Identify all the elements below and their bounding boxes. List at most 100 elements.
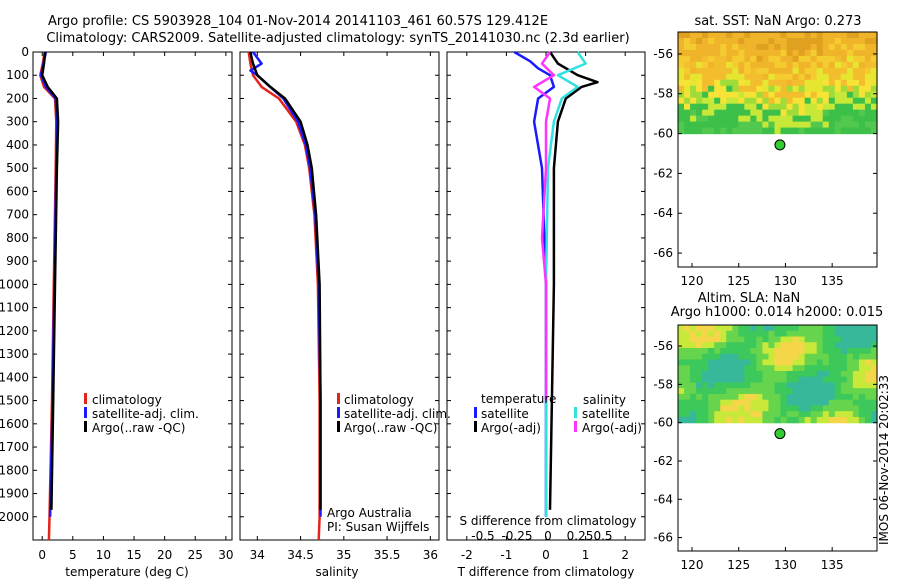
heatmap-cell [678,127,685,135]
heatmap-cell [786,382,794,389]
heatmap-cell [690,103,697,111]
heatmap-cell [678,405,685,412]
depth-tick-label: 900 [6,254,29,268]
heatmap-cell [750,325,757,332]
heatmap-cell [708,67,715,75]
heatmap-cell [840,382,848,389]
heatmap-cell [804,405,812,412]
heatmap-cell [792,416,800,424]
heatmap-cell [798,79,806,87]
heatmap-cell [720,91,727,99]
heatmap-cell [798,91,806,99]
sst-map-title: sat. SST: NaN Argo: 0.273 [694,14,861,29]
heatmap-cell [714,330,721,338]
heatmap-cell [798,32,806,39]
heatmap-cell [840,67,848,75]
heatmap-cell [702,330,709,338]
heatmap-cell [834,67,842,75]
heatmap-cell [690,79,697,87]
heatmap-cell [768,411,776,418]
salinity-xlabel: salinity [315,565,358,579]
heatmap-cell [816,382,824,389]
legend-swatch-climatology [337,393,340,404]
heatmap-cell [804,353,812,361]
heatmap-cell [696,393,703,401]
heatmap-cell [798,67,806,75]
heatmap-cell [726,37,733,45]
heatmap-cell [684,399,691,407]
legend-label-t-argo: Argo(-adj) [481,421,541,435]
heatmap-cell [810,336,818,343]
heatmap-cell [774,37,782,45]
heatmap-cell [840,61,848,69]
heatmap-cell [816,32,824,39]
heatmap-cell [762,393,770,401]
heatmap-cell [696,347,703,355]
heatmap-cell [750,347,757,355]
heatmap-cell [858,32,866,39]
heatmap-cell [852,330,860,338]
heatmap-cell [762,370,770,378]
heatmap-cell [828,37,836,45]
heatmap-cell [810,405,818,412]
heatmap-cell [870,388,878,395]
heatmap-cell [732,405,739,412]
heatmap-cell [696,121,703,129]
heatmap-cell [750,411,757,418]
heatmap-cell [822,61,830,69]
temperature-lines [39,51,60,541]
depth-tick-label: 1500 [0,394,29,408]
heatmap-cell [786,97,794,105]
heatmap-cell [852,393,860,401]
heatmap-cell [756,103,764,111]
heatmap-cell [828,115,836,123]
heatmap-cell [774,67,782,75]
heatmap-cell [822,32,830,39]
heatmap-cell [858,37,866,45]
heatmap-cell [864,85,872,93]
heatmap-cell [792,393,800,401]
heatmap-cell [756,97,764,105]
heatmap-cell [852,342,860,349]
heatmap-cell [702,347,709,355]
heatmap-cell [732,388,739,395]
heatmap-cell [774,91,782,99]
series-line-argo-raw-qc- [40,51,60,510]
heatmap-cell [804,55,812,63]
heatmap-cell [768,336,776,343]
legend-swatch-satellite [337,407,340,418]
heatmap-cell [726,347,733,355]
s-diff-tick-label: -0.25 [501,529,532,543]
heatmap-cell [750,370,757,378]
heatmap-cell [774,353,782,361]
heatmap-cell [744,347,751,355]
heatmap-cell [864,97,872,105]
heatmap-cell [708,342,715,349]
heatmap-cell [744,405,751,412]
heatmap-cell [690,115,697,123]
heatmap-cell [846,97,854,105]
heatmap-cell [738,61,745,69]
heatmap-cell [852,115,860,123]
heatmap-cell [696,37,703,45]
heatmap-cell [846,127,854,135]
heatmap-cell [774,32,782,39]
salinity-panel: 34 34.5 35 35.5 36 salinity climatology sate… [239,51,451,579]
heatmap-cell [714,85,721,93]
heatmap-cell [858,127,866,135]
heatmap-cell [714,347,721,355]
heatmap-cell [846,49,854,57]
heatmap-cell [696,353,703,361]
s-diff-tick-label: -0.5 [471,529,494,543]
heatmap-cell [744,330,751,338]
depth-tick-label: 1800 [0,463,29,477]
heatmap-cell [780,127,788,135]
heatmap-cell [732,411,739,418]
heatmap-cell [774,336,782,343]
heatmap-cell [678,121,685,129]
argo-float-marker [774,428,786,440]
heatmap-cell [786,109,794,117]
heatmap-cell [822,97,830,105]
heatmap-cell [840,91,848,99]
